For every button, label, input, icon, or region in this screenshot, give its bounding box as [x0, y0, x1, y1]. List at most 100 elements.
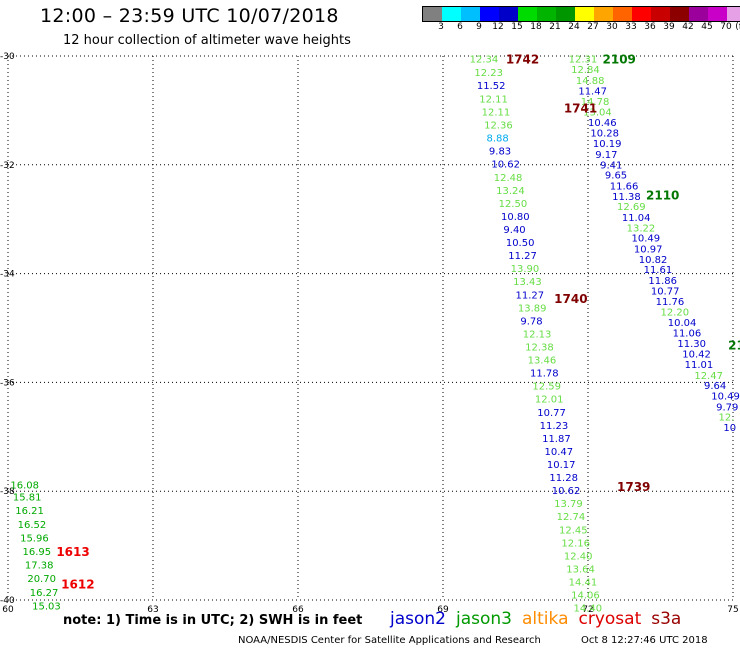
wave-height-value: 8.88: [487, 134, 509, 145]
wave-height-value: 15.96: [20, 533, 49, 544]
wave-height-value: 10.77: [651, 286, 680, 297]
wave-height-value: 9.83: [489, 147, 511, 158]
generated-timestamp: Oct 8 12:27:46 UTC 2018: [581, 635, 708, 646]
color-scale-label: 6: [457, 22, 463, 32]
wave-height-value: 11.47: [578, 86, 607, 97]
wave-height-value: 14.40: [574, 604, 603, 615]
color-swatch: [442, 7, 461, 21]
wave-height-value: 14.78: [581, 97, 610, 108]
legend-entry-cryosat: cryosat: [578, 609, 642, 629]
wave-height-value: 12.50: [499, 199, 528, 210]
pass-time-label: 1739: [617, 480, 650, 494]
wave-height-value: 15.03: [32, 601, 61, 612]
color-swatch: [518, 7, 537, 21]
color-scale-label: 45: [701, 22, 713, 32]
pass-time-label: 2110: [646, 189, 679, 203]
color-swatch: [613, 7, 632, 21]
color-swatch: [727, 7, 740, 21]
wave-height-value: 13.46: [528, 356, 557, 367]
color-scale-label: 27: [587, 22, 599, 32]
color-swatch: [556, 7, 575, 21]
color-swatch: [423, 7, 442, 21]
wave-height-value: 11.01: [685, 360, 714, 371]
wave-height-value: 9.41: [600, 160, 622, 171]
color-swatch: [480, 7, 499, 21]
chart-subtitle: 12 hour collection of altimeter wave hei…: [63, 33, 351, 48]
wave-height-value: 13.04: [583, 107, 612, 118]
color-swatch: [499, 7, 518, 21]
color-scale-label: 3: [438, 22, 444, 32]
wave-height-value: 14.88: [576, 76, 605, 87]
pass-time-label: 211: [728, 338, 740, 352]
wave-height-value: 13.90: [511, 264, 540, 275]
wave-height-value: 14.41: [569, 578, 598, 589]
wave-height-value: 10.28: [590, 129, 619, 140]
wave-height-value: 11.38: [612, 192, 641, 203]
color-swatch: [651, 7, 670, 21]
wave-height-value: 12.: [719, 413, 735, 424]
x-tick-label: 69: [437, 605, 449, 615]
wave-height-value: 12.13: [523, 329, 552, 340]
wave-height-value: 12.16: [561, 538, 590, 549]
wave-height-value: 10.49: [711, 391, 740, 402]
pass-time-label: 1613: [56, 545, 89, 559]
pass-time-label: 1741: [564, 102, 597, 116]
wave-height-value: 9.79: [716, 402, 738, 413]
wave-height-value: 9.78: [520, 316, 542, 327]
wave-height-value: 17.38: [25, 561, 54, 572]
pass-time-label: 1740: [554, 292, 587, 306]
wave-height-value: 11.06: [673, 328, 702, 339]
wave-height-value: 10.77: [537, 408, 566, 419]
wave-height-value: 13.43: [513, 277, 542, 288]
wave-height-value: 11.61: [644, 265, 673, 276]
wave-height-value: 11.86: [648, 276, 677, 287]
color-swatch: [537, 7, 556, 21]
color-scale-label: 9: [476, 22, 482, 32]
wave-height-value: 10.49: [632, 234, 661, 245]
wave-height-value: 12.11: [482, 107, 511, 118]
color-swatch: [670, 7, 689, 21]
color-scale-label: 24: [568, 22, 580, 32]
wave-height-value: 11.76: [656, 297, 685, 308]
wave-height-value: 10.62: [552, 486, 581, 497]
wave-height-value: 12.74: [557, 512, 586, 523]
wave-height-value: 16.08: [10, 481, 39, 492]
wave-height-value: 12.59: [532, 382, 561, 393]
wave-height-value: 12.34: [470, 55, 499, 66]
color-swatch: [575, 7, 594, 21]
wave-height-value: 10.17: [547, 460, 576, 471]
y-tick-label: -40: [0, 596, 15, 606]
legend-entry-jason2: jason2: [390, 609, 446, 629]
wave-height-value: 12.47: [694, 371, 723, 382]
wave-height-value: 13.89: [518, 303, 547, 314]
color-swatch: [461, 7, 480, 21]
wave-height-value: 10.50: [506, 238, 535, 249]
pass-time-label: 1612: [61, 578, 94, 592]
wave-height-value: 16.27: [30, 588, 59, 599]
wave-height-value: 10.04: [668, 318, 697, 329]
wave-height-value: 11.04: [622, 213, 651, 224]
legend-entry-jason3: jason3: [456, 609, 512, 629]
color-scale-label: 15: [511, 22, 523, 32]
wave-height-value: 10.42: [682, 350, 711, 361]
wave-height-value: 12.31: [569, 55, 598, 66]
wave-height-value: 11.23: [540, 421, 569, 432]
x-tick-label: 75: [727, 605, 738, 615]
color-scale-label: (ft): [735, 22, 740, 32]
chart-title: 12:00 – 23:59 UTC 10/07/2018: [40, 5, 339, 27]
wave-height-value: 11.52: [477, 81, 506, 92]
wave-height-value: 10.97: [634, 245, 663, 256]
wave-height-value: 9.40: [503, 225, 525, 236]
color-scale-label: 39: [663, 22, 675, 32]
pass-time-label: 1742: [506, 53, 539, 67]
wave-height-value: 10: [723, 423, 736, 434]
color-scale-bar: [422, 6, 740, 22]
wave-height-value: 12.01: [535, 395, 564, 406]
wave-height-value: 12.45: [559, 525, 588, 536]
color-scale-label: 30: [606, 22, 618, 32]
wave-height-value: 11.28: [549, 473, 578, 484]
wave-height-value: 13.24: [496, 186, 525, 197]
y-tick-label: -36: [0, 378, 15, 388]
